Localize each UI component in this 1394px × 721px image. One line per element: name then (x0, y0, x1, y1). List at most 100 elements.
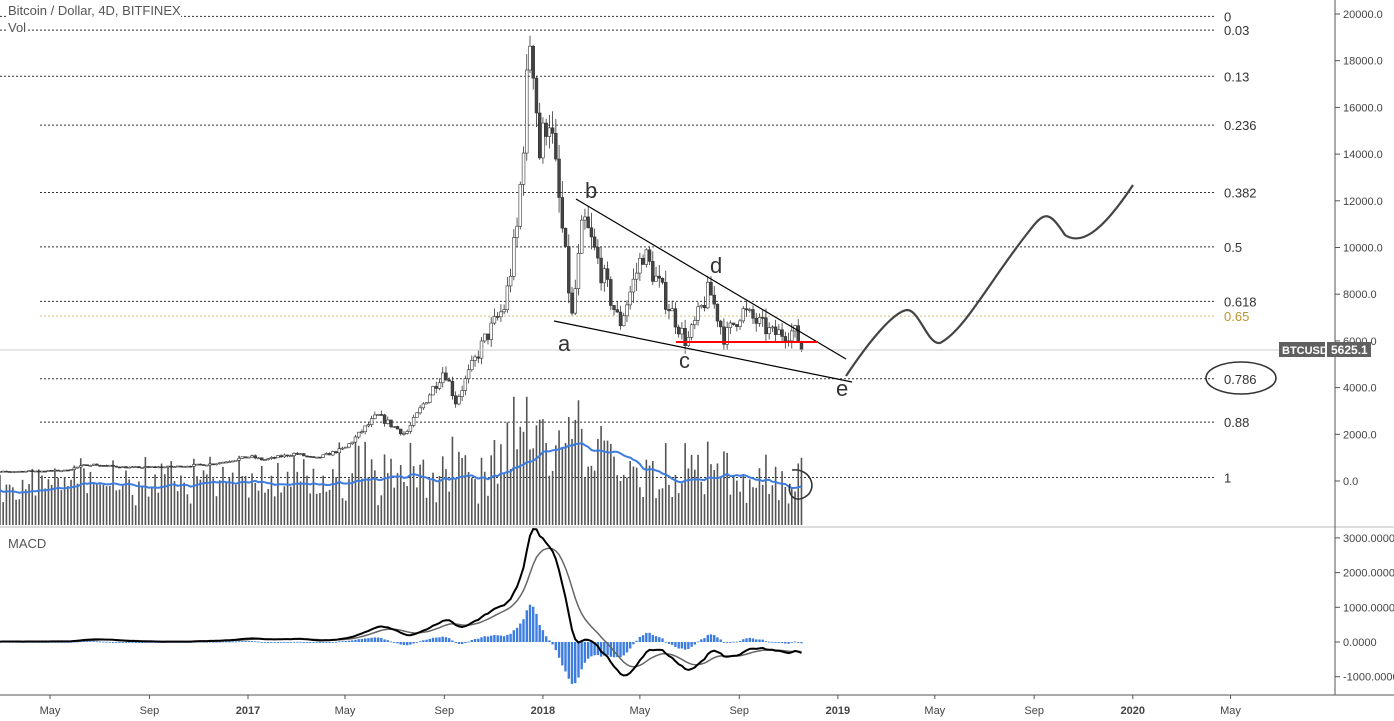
candle (133, 465, 138, 468)
candle (127, 466, 131, 469)
volume-bar (567, 416, 570, 525)
macd-hist-bar (276, 642, 280, 643)
macd-hist-bar (344, 640, 347, 642)
macd-hist-bar (237, 641, 241, 643)
volume-bar (658, 489, 661, 525)
volume-bar (215, 496, 218, 525)
candle (550, 111, 555, 144)
volume-bar (286, 471, 289, 525)
volume-bar (121, 485, 124, 525)
candle (751, 305, 755, 325)
candle (518, 181, 522, 230)
volume-bar (173, 481, 176, 525)
candle (609, 276, 613, 311)
candle (201, 464, 206, 466)
candle (302, 452, 306, 457)
volume-bar (461, 457, 463, 525)
volume-bar (448, 491, 450, 525)
volume-bar (157, 492, 160, 525)
macd-hist-bar (800, 642, 803, 644)
volume-bar (661, 488, 664, 525)
volume-bar (490, 455, 493, 525)
volume-bar (86, 493, 89, 525)
candle (696, 302, 700, 326)
candle (495, 311, 500, 321)
candle (699, 304, 703, 309)
macd-hist-bar (706, 634, 709, 642)
macd-hist-bar (713, 635, 716, 642)
volume-bar (47, 479, 50, 525)
macd-hist-bar (134, 642, 137, 643)
candle (176, 465, 180, 468)
macd-hist-bar (512, 630, 515, 642)
candle (108, 464, 112, 467)
volume-bar (797, 463, 800, 525)
candle (670, 300, 674, 312)
volume-bar (668, 484, 670, 525)
macd-hist-bar (260, 641, 263, 643)
volume-bar (684, 443, 686, 525)
volume-bar (290, 486, 292, 525)
volume-bar (383, 454, 386, 525)
volume-bar (432, 472, 434, 525)
volume-bar (513, 396, 515, 525)
candle (664, 270, 668, 315)
volume-bar (102, 485, 105, 525)
candle (534, 75, 539, 127)
volume-bar (163, 474, 166, 525)
macd-hist-bar (244, 641, 247, 642)
volume-bar (202, 470, 205, 525)
macd-hist-bar (305, 642, 309, 643)
fib-level-label: 1 (1224, 470, 1231, 485)
candle (570, 286, 574, 316)
volume-bar (73, 465, 76, 525)
volume-bar (125, 470, 127, 525)
macd-tick: -1000.0000 (1343, 672, 1394, 684)
candle (156, 466, 161, 469)
macd-hist-bar (95, 641, 99, 643)
volume-bar (319, 493, 321, 525)
candle (479, 337, 484, 365)
candle (104, 464, 109, 467)
fib-level-label: 0.5 (1224, 240, 1242, 255)
volume-bar (509, 469, 512, 525)
volume-bar (493, 440, 496, 525)
macd-hist-bar (619, 642, 622, 658)
volume-bar (652, 460, 654, 525)
volume-bar (54, 468, 56, 525)
macd-hist-bar (719, 639, 722, 642)
macd-hist-bar (373, 637, 377, 642)
candle (130, 466, 135, 469)
candle (583, 208, 587, 230)
macd-hist-bar (687, 642, 690, 649)
macd-hist-bar (477, 638, 480, 642)
volume-bar (467, 471, 470, 525)
candle (411, 414, 416, 428)
macd-hist-bar (658, 637, 661, 642)
volume-bar (697, 454, 699, 525)
candle (605, 261, 610, 287)
volume-bar (574, 419, 577, 525)
wave-label-b: b (585, 178, 597, 203)
macd-hist-bar (318, 642, 322, 643)
volume-bar (2, 502, 4, 525)
macd-tick: 1000.0000 (1343, 602, 1394, 614)
candle (415, 412, 419, 418)
fib-level-label: 0.786 (1224, 372, 1257, 387)
candle (767, 322, 771, 340)
volume-bar (131, 494, 134, 525)
macd-hist-bar (228, 641, 231, 643)
candle (298, 453, 303, 456)
macd-hist-bar (522, 619, 525, 642)
volume-bar (677, 493, 680, 525)
volume-bar (222, 466, 224, 525)
macd-hist-bar (431, 637, 435, 642)
volume-bar (694, 469, 696, 525)
macd-hist-bar (73, 641, 76, 643)
volume-bar (674, 475, 677, 525)
volume-bar (235, 484, 237, 525)
candle (27, 470, 31, 472)
macd-hist-bar (454, 642, 457, 643)
